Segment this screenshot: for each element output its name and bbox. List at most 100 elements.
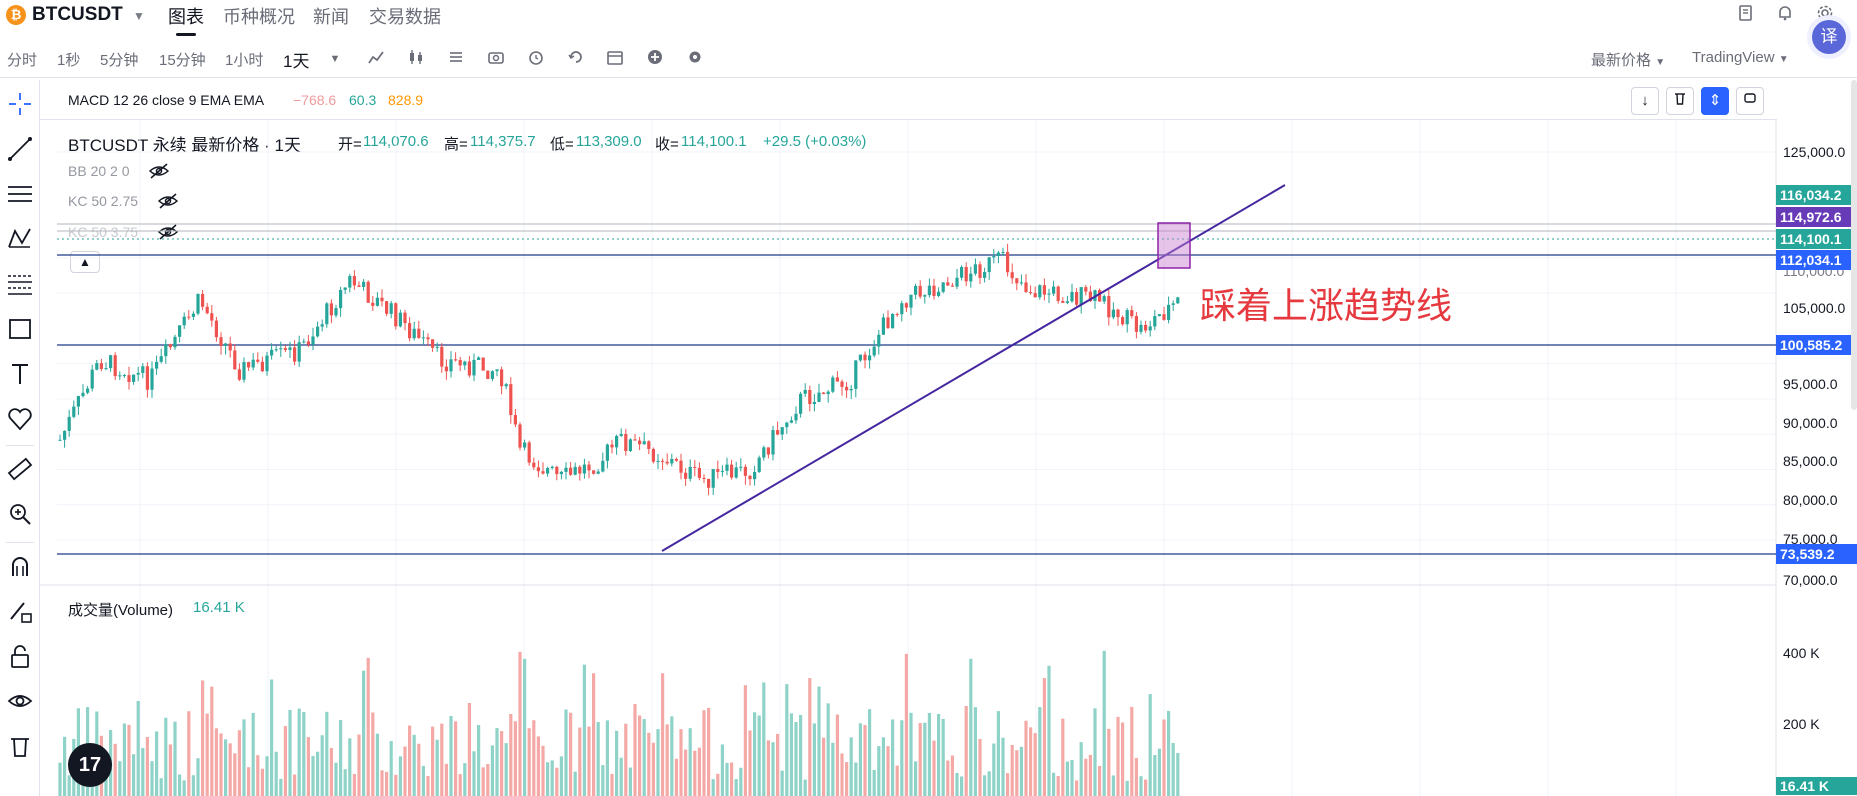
fib-icon[interactable]: [6, 270, 34, 298]
tab-news[interactable]: 新闻: [313, 7, 349, 27]
timeframe-1h[interactable]: 1小时: [225, 52, 264, 69]
trash-icon[interactable]: [6, 732, 34, 760]
volume-bar: [509, 713, 513, 796]
eye-off-icon[interactable]: [148, 162, 170, 184]
maximize-pane-button[interactable]: [1736, 87, 1764, 115]
volume-bar: [909, 712, 913, 796]
collapse-legend-button[interactable]: ▲: [70, 251, 100, 273]
pattern-icon[interactable]: [6, 225, 34, 253]
settings-icon[interactable]: [1814, 4, 1836, 26]
zoom-icon[interactable]: [6, 500, 34, 528]
gear-icon[interactable]: [684, 48, 706, 70]
volume-bar: [900, 720, 904, 796]
volume-bar: [279, 778, 283, 796]
candle-body: [334, 308, 338, 316]
bell-icon[interactable]: [1774, 4, 1796, 26]
price-type-select[interactable]: 最新价格 ▼: [1591, 49, 1665, 70]
bb-indicator-label[interactable]: BB 20 2 0: [68, 163, 130, 179]
chart-lib-select[interactable]: TradingView ▼: [1692, 49, 1789, 66]
scrollbar[interactable]: [1851, 80, 1857, 410]
templates-icon[interactable]: [445, 48, 467, 70]
volume-bar: [463, 763, 467, 796]
calendar-icon[interactable]: [604, 48, 626, 70]
move-down-button[interactable]: ↓: [1631, 87, 1659, 115]
timeframe-5m[interactable]: 5分钟: [100, 52, 139, 69]
candle-body: [753, 472, 757, 480]
rectangle-icon[interactable]: [6, 315, 34, 343]
volume-bar: [1125, 780, 1129, 796]
volume-bar: [670, 716, 674, 796]
candle-body: [1098, 290, 1102, 302]
crosshair-icon[interactable]: [6, 90, 34, 118]
volume-bar: [113, 743, 117, 796]
heart-icon[interactable]: [6, 405, 34, 433]
volume-bar: [569, 712, 573, 796]
candle-body: [196, 294, 200, 314]
horizontal-lines-icon[interactable]: [6, 180, 34, 208]
volume-bar: [495, 728, 499, 796]
expand-pane-button[interactable]: ⇕: [1701, 87, 1729, 115]
candles-icon[interactable]: [405, 48, 427, 70]
volume-bar: [274, 751, 278, 796]
lock-icon[interactable]: [6, 642, 34, 670]
candle-body: [941, 282, 945, 292]
ruler-icon[interactable]: [6, 455, 34, 483]
eye-icon[interactable]: [6, 687, 34, 715]
volume-bar: [500, 731, 504, 796]
add-icon[interactable]: [644, 48, 666, 70]
tab-trading-data[interactable]: 交易数据: [369, 7, 441, 27]
candle-body: [118, 375, 122, 377]
alarm-icon[interactable]: [525, 48, 547, 70]
volume-bar: [385, 771, 389, 796]
timeframe-1s[interactable]: 1秒: [57, 52, 81, 69]
symbol-title[interactable]: BTCUSDT: [32, 4, 123, 25]
kc-indicator-label[interactable]: KC 50 2.75: [68, 193, 139, 209]
tab-chart[interactable]: 图表: [168, 7, 204, 27]
tradingview-logo[interactable]: 17: [68, 743, 112, 787]
candle-body: [960, 266, 964, 278]
indicators-icon[interactable]: [365, 48, 387, 70]
candle-body: [380, 297, 384, 302]
candle-body: [389, 303, 393, 314]
magnet-icon[interactable]: [6, 552, 34, 580]
candle-body: [688, 466, 692, 479]
trendline-icon[interactable]: [6, 135, 34, 163]
candle-body: [500, 369, 504, 387]
price-tag-support-3: 73,539.2: [1776, 544, 1857, 564]
volume-bar: [941, 718, 945, 796]
notebook-icon[interactable]: [1734, 4, 1756, 26]
candle-body: [113, 355, 117, 377]
volume-bar: [412, 734, 416, 796]
pencil-lock-icon[interactable]: [6, 597, 34, 625]
tab-coin-overview[interactable]: 币种概况: [223, 7, 295, 27]
candle-body: [495, 369, 499, 372]
candle-body: [615, 435, 619, 448]
timeframe-1d[interactable]: 1天: [283, 52, 310, 71]
candle-body: [891, 314, 895, 329]
delete-pane-button[interactable]: [1666, 87, 1694, 115]
timeframe-tick[interactable]: 分时: [7, 52, 38, 69]
text-icon[interactable]: [6, 360, 34, 388]
candle-body: [1144, 324, 1148, 331]
replay-icon[interactable]: [565, 48, 587, 70]
translate-button[interactable]: 译: [1812, 20, 1846, 54]
kc2-indicator-label[interactable]: KC 50 3.75: [68, 224, 139, 240]
price-tick: 95,000.0: [1783, 376, 1838, 392]
volume-bar: [1047, 665, 1051, 796]
drawing-toolbar: [0, 80, 40, 796]
timeframe-dropdown-icon[interactable]: ▼: [329, 53, 341, 65]
timeframe-15m[interactable]: 15分钟: [159, 52, 206, 69]
camera-icon[interactable]: [485, 48, 507, 70]
chevron-down-icon[interactable]: ▼: [133, 9, 145, 23]
volume-bar: [684, 749, 688, 796]
volume-bar: [978, 739, 982, 796]
candle-body: [702, 477, 706, 479]
eye-off-icon[interactable]: [157, 223, 179, 245]
eye-off-icon[interactable]: [157, 192, 179, 214]
candle-body: [679, 460, 683, 473]
volume-bar: [596, 722, 600, 796]
candle-body: [780, 427, 784, 435]
volume-bar: [753, 712, 757, 796]
candle-body: [375, 297, 379, 306]
